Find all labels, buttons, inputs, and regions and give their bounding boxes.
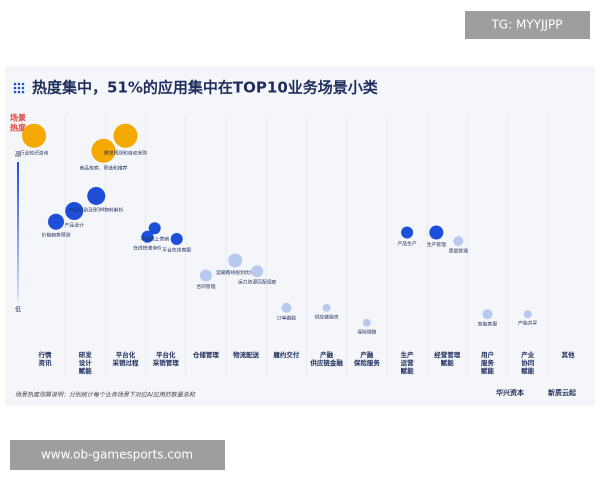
bubble-label: 平台线上营销: [140, 236, 169, 243]
card: [5, 66, 595, 406]
x-tick-label: 仓储管理: [192, 350, 220, 359]
bubble: [170, 232, 183, 245]
x-tick-label: 采销过程: [112, 358, 139, 367]
bubble: [141, 230, 154, 243]
bubble: [91, 138, 116, 163]
x-tick-label: 赋能: [401, 366, 415, 375]
x-tick-label: 产融: [320, 350, 334, 359]
x-tick-label: 平台化: [116, 350, 136, 359]
x-tick-label: 供应链金融: [309, 358, 343, 367]
x-tick-label: 研发: [79, 350, 93, 359]
bubble: [482, 309, 493, 320]
bubble: [48, 213, 64, 230]
bubble-label: 在线快速询价: [133, 244, 162, 251]
x-tick-label: 物流配送: [233, 350, 260, 359]
x-tick-label: 生产: [401, 350, 415, 359]
watermark-box: [465, 11, 590, 39]
bubble-label: 订单跟踪: [277, 314, 296, 321]
x-tick-label: 服务: [481, 358, 495, 367]
high-label: 高: [15, 151, 21, 159]
bubble-label: 价格趋势预测: [42, 231, 71, 238]
x-tick-label: 用户: [480, 350, 494, 359]
x-tick-label: 采销管理: [153, 358, 180, 367]
watermark-box: [10, 440, 225, 470]
x-tick-label: 产业: [521, 350, 535, 359]
x-tick-label: 其他: [562, 350, 576, 359]
bubble: [87, 186, 106, 205]
low-label: 低: [15, 306, 21, 314]
bubble-label: 需求预测和自动采购: [104, 149, 147, 156]
title-icon: [13, 82, 25, 94]
logo: 新质云起: [548, 388, 577, 397]
heat-axis: [17, 162, 19, 302]
y-axis-label: 场景: [10, 113, 26, 123]
x-tick-label: 设计: [79, 358, 93, 367]
x-tick-label: 保险服务: [353, 358, 381, 367]
x-tick-label: 协同: [521, 358, 535, 367]
bubble: [523, 310, 532, 319]
bubble: [228, 253, 243, 268]
bubble-label: 商品检索、筛选和推荐: [79, 164, 127, 171]
bubble: [453, 236, 464, 247]
watermark: TG: MYYJJPP: [490, 18, 562, 32]
bubble-label: 合同管理: [196, 283, 215, 290]
bubble-label: 保险理赔: [357, 328, 376, 335]
bubble-label: 产品生产: [397, 240, 416, 247]
bubble-label: 产能共享: [518, 320, 537, 327]
x-tick-label: 经营管理: [434, 350, 461, 359]
bubble-label: 产品识别及BOM物料解析: [69, 206, 123, 213]
x-tick-label: 赋能: [481, 366, 495, 375]
bubble: [22, 123, 46, 148]
bubble-label: 智能客服: [478, 321, 497, 328]
bubble-label: 产品设计: [65, 222, 84, 229]
bubble: [362, 318, 371, 327]
chart-title: 热度集中，51%的应用集中在TOP10业务场景小类: [32, 79, 379, 97]
bubble-label: 运力资源匹配调度: [238, 279, 277, 286]
x-tick-label: 履约交付: [272, 350, 300, 359]
bubble: [281, 302, 292, 313]
x-tick-label: 资讯: [39, 358, 53, 367]
bubble: [148, 222, 161, 235]
x-tick-label: 运营: [401, 358, 415, 367]
bubble: [251, 265, 264, 278]
bubble: [401, 226, 414, 239]
bubble-label: 平台在线客服: [162, 246, 191, 253]
bubble-label: 运输路线规划优化: [216, 269, 255, 276]
logo: 华兴资本: [496, 388, 524, 397]
x-tick-label: 赋能: [441, 358, 455, 367]
y-axis-label: 热度: [10, 123, 27, 133]
bubble-label: 供应链融资: [315, 313, 339, 320]
x-tick-label: 行情: [38, 350, 53, 359]
x-tick-label: 赋能: [521, 366, 535, 375]
bubble: [199, 269, 212, 282]
bubble: [65, 202, 84, 220]
bubble: [113, 123, 138, 148]
bubble-label: 生产管理: [427, 241, 446, 248]
x-tick-label: 赋能: [79, 366, 93, 375]
watermark: www.ob-gamesports.com: [41, 448, 193, 462]
bubble-label: 行业知识咨询: [20, 149, 49, 156]
bubble-label: 质量管理: [449, 248, 468, 255]
bubble: [429, 225, 444, 240]
footnote: 场景热度测算说明：分别统计每个业务场景下对应AI应用的数量总和: [15, 391, 196, 399]
x-tick-label: 产融: [360, 350, 374, 359]
x-tick-label: 平台化: [156, 350, 176, 359]
bubble: [322, 303, 331, 312]
